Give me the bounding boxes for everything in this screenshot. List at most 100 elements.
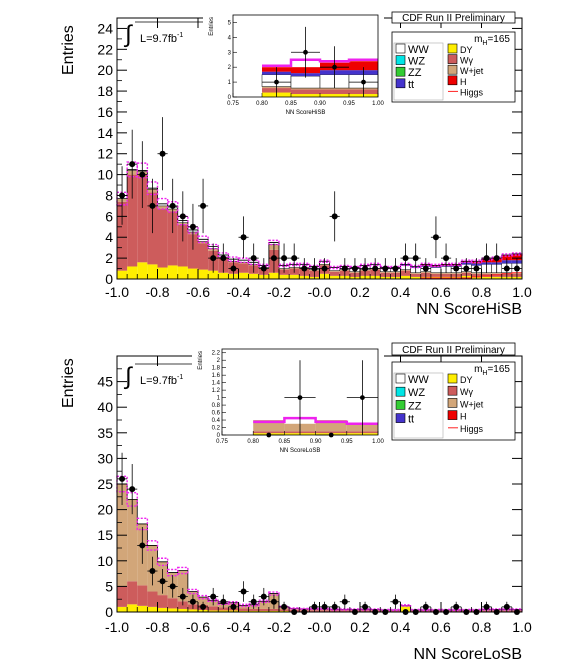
histogram-bar-wgamma — [491, 273, 502, 277]
histogram-bar-dy — [329, 275, 340, 279]
histogram-bar-wjet — [339, 609, 350, 611]
inset-y-tick-label: 3 — [228, 50, 232, 56]
x-tick-label: 0.4 — [391, 284, 411, 300]
histogram-bar-wjet — [400, 605, 411, 607]
histogram-bar-dy — [127, 604, 138, 612]
histogram-bar-wgamma — [137, 174, 148, 263]
inset-x-tick-label: 0.80 — [256, 101, 268, 107]
mass-label-m: m — [474, 364, 482, 375]
histogram-bar-dy — [147, 264, 158, 279]
histogram-bar-wjet — [410, 272, 421, 274]
histogram-bar-h — [430, 265, 441, 267]
inset-x-tick-label: 0.95 — [341, 439, 353, 445]
x-tick-label: 0.2 — [350, 619, 370, 635]
data-point — [503, 265, 510, 272]
inset-data-point — [297, 395, 303, 401]
inset-bar-wgamma — [253, 431, 285, 434]
data-point — [250, 255, 257, 262]
data-point — [493, 255, 500, 262]
x-tick-label: 0.2 — [350, 284, 370, 300]
histogram-bar-wjet — [177, 570, 188, 602]
histogram-bar-wjet — [238, 605, 249, 609]
inset-y-tick-label: 1.4 — [212, 381, 221, 387]
y-tick-label: 8 — [105, 187, 113, 203]
inset-x-tick-label: 1.00 — [372, 101, 384, 107]
data-point — [129, 486, 136, 493]
integral-sign: ∫ — [123, 363, 133, 390]
legend-label-wjet: W+jet — [460, 399, 484, 409]
inset-y-tick-label: 1.6 — [212, 373, 221, 379]
legend-swatch-tt — [395, 78, 406, 89]
data-point — [351, 265, 358, 272]
data-point — [210, 255, 217, 262]
histogram-bar-wjet — [329, 270, 340, 272]
histogram-bar-wgamma — [157, 209, 168, 268]
x-tick-label: -0.4 — [226, 284, 250, 300]
mass-label: mH=165 — [474, 364, 510, 377]
data-point — [220, 598, 227, 605]
x-tick-label: -0.8 — [145, 284, 169, 300]
inset-x-tick-label: 1.00 — [372, 439, 384, 445]
histogram-bar-wgamma — [339, 610, 350, 612]
data-point — [230, 265, 237, 272]
legend-swatch-dy — [447, 43, 458, 54]
x-tick-label: 1.0 — [512, 619, 532, 635]
histogram-bar-dy — [289, 274, 300, 279]
histogram-bar-dy — [491, 276, 502, 279]
histogram-bar-wgamma — [329, 271, 340, 276]
histogram-bar-dy — [208, 610, 219, 612]
histogram-bar-wjet — [157, 205, 168, 210]
x-tick-label: 0.8 — [472, 619, 492, 635]
histogram-bar-wjet — [127, 499, 138, 582]
histogram-bar-wgamma — [410, 273, 421, 277]
histogram-bar-wgamma — [177, 224, 188, 267]
data-point — [250, 598, 257, 605]
histogram-bar-dy — [410, 276, 421, 279]
inset-uncertainty-band — [262, 58, 378, 67]
y-tick-label: 15 — [97, 527, 113, 543]
data-point — [189, 598, 196, 605]
y-tick-label: 0 — [105, 271, 113, 287]
histogram-bar-dy — [198, 269, 209, 279]
inset-y-tick-label: 1 — [217, 396, 221, 402]
inset-y-tick-label: 1.8 — [212, 366, 221, 372]
legend-swatch-wgamma — [447, 54, 458, 64]
legend-swatch-ww — [395, 373, 406, 384]
legend-label-dy: DY — [460, 375, 473, 385]
y-tick-label: 24 — [97, 20, 113, 36]
histogram-bar-dy — [177, 608, 188, 612]
x-tick-label: 0.4 — [391, 619, 411, 635]
inset-frame — [232, 14, 379, 98]
legend-label-zz: ZZ — [408, 67, 422, 79]
data-point — [240, 588, 247, 595]
legend-swatch-zz — [395, 400, 406, 410]
mass-label: mH=165 — [474, 34, 510, 47]
inset-x-tick-label: 0.75 — [227, 101, 239, 107]
luminosity-exponent: -1 — [177, 374, 183, 381]
histogram-bar-dy — [167, 608, 178, 612]
inset-frame — [221, 348, 379, 436]
data-point — [392, 265, 399, 272]
x-axis-title: NN ScoreHiSB — [416, 301, 522, 318]
legend-label-ww: WW — [408, 374, 429, 386]
y-tick-label: 18 — [97, 83, 113, 99]
histogram-bar-dy — [127, 266, 138, 279]
header-box — [391, 342, 516, 356]
histogram-bar-wjet — [481, 272, 492, 274]
data-point — [321, 265, 328, 272]
data-point — [200, 603, 207, 610]
legend-label-wz: WZ — [408, 387, 425, 399]
legend-swatch-wgamma — [447, 385, 458, 396]
histogram-bar-dy — [137, 262, 148, 279]
panel-bottom: -1.0 -0.8 -0.6 -0.4 -0.2 -0.0 0.2 0.4 0.6 0.8 1.00… — [60, 342, 532, 663]
histogram-bar-dy — [248, 273, 259, 279]
luminosity-prefix: L=9.7fb — [140, 33, 177, 45]
histogram-bar-dy — [137, 605, 148, 612]
histogram-bar-wgamma — [187, 234, 198, 269]
histogram-bar-wjet — [390, 609, 401, 611]
data-point — [311, 603, 318, 610]
inset-bar-wjet — [291, 88, 320, 90]
histogram-bar-dy — [400, 275, 411, 279]
data-point — [341, 598, 348, 605]
data-point — [453, 265, 460, 272]
